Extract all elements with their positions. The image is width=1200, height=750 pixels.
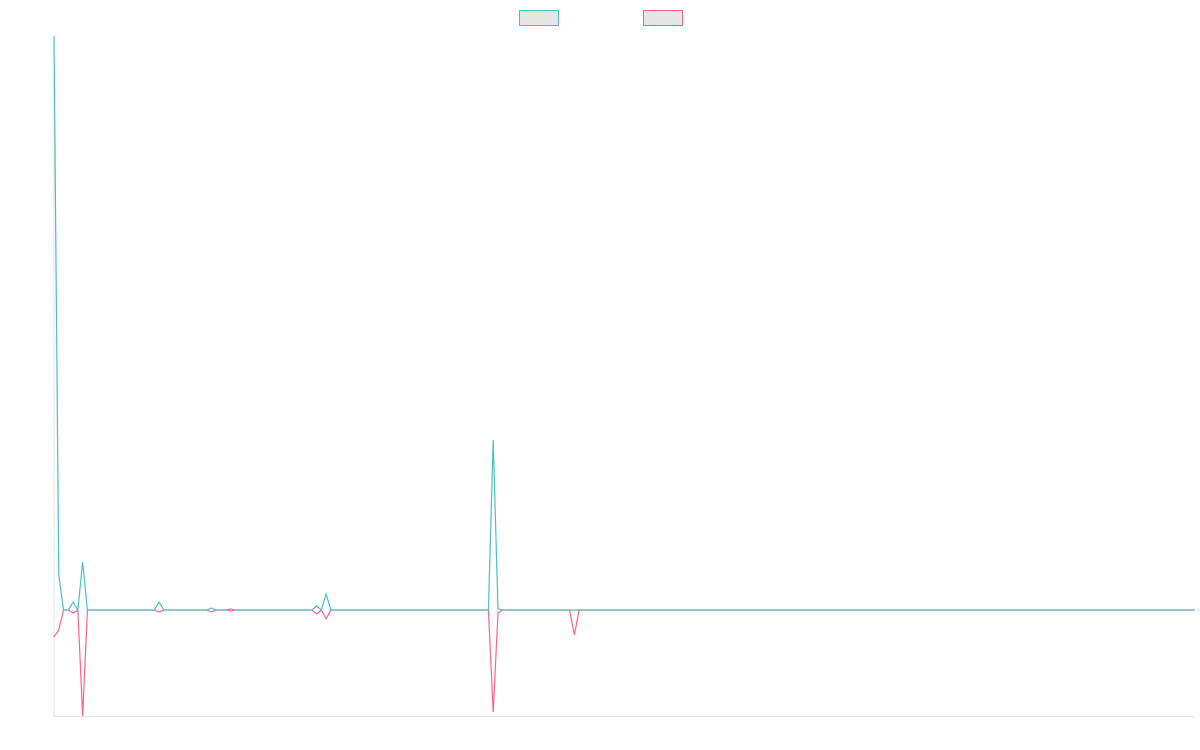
legend-swatch[interactable] <box>643 10 683 26</box>
legend-swatch[interactable] <box>519 10 559 26</box>
line-series <box>53 35 1195 612</box>
line-series <box>53 608 1195 717</box>
